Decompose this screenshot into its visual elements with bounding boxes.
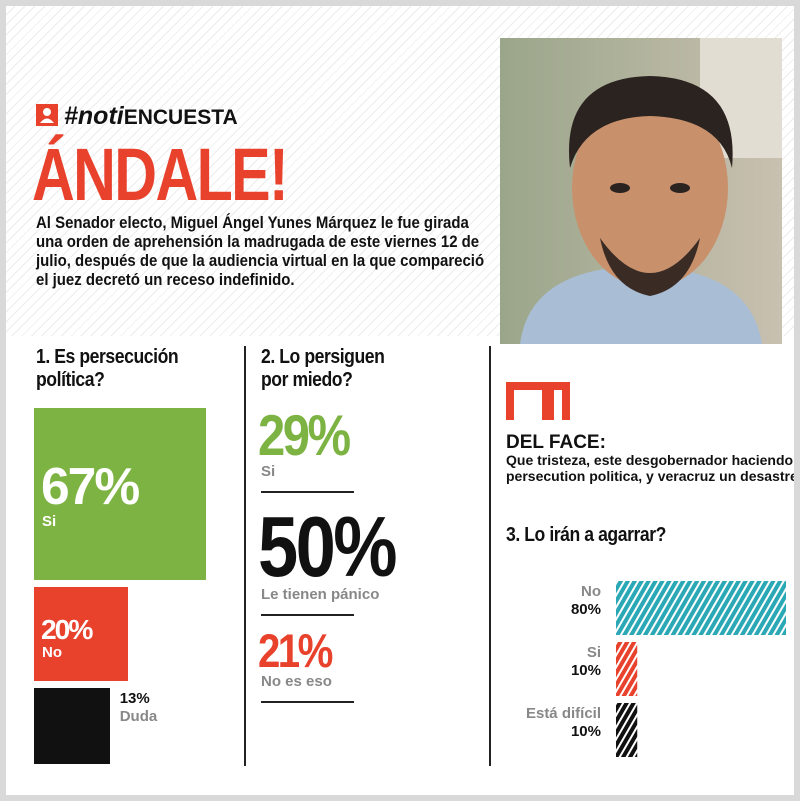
answer-percent: 29% [258, 404, 351, 468]
hashtag-suffix: ENCUESTA [123, 106, 238, 129]
answer-label: Si [42, 512, 57, 530]
user-icon [36, 104, 58, 126]
quote-heading: DEL FACE: [506, 432, 606, 453]
bar-chart [616, 581, 786, 757]
answer-percent: 20% [41, 613, 93, 646]
answer-label: No es eso [261, 672, 332, 690]
hashtag: #notiENCUESTA [64, 102, 238, 131]
divider [489, 346, 491, 766]
answer-percent: 21% [258, 624, 333, 678]
brand-logo [506, 382, 570, 420]
headline: ÁNDALE! [32, 133, 289, 216]
answer-square [34, 408, 206, 580]
bar-value: 10% [570, 723, 601, 740]
bar-label: No [581, 583, 601, 600]
question-title: 3. Lo irán a agarrar? [506, 524, 666, 546]
bar [616, 642, 638, 696]
answer-square [34, 586, 128, 681]
answer-percent: 50% [258, 499, 398, 595]
bar-label: Está difícil [525, 705, 601, 722]
hashtag-prefix: #noti [64, 102, 124, 130]
bar-label: Si [586, 644, 601, 661]
question-title: 2. Lo persiguen por miedo? [261, 346, 385, 391]
bar-value: 80% [570, 601, 601, 618]
answer-square [34, 687, 110, 764]
bar-value: 10% [570, 662, 601, 679]
answer-label: Si [261, 462, 276, 480]
intro-text: Al Senador electo, Miguel Ángel Yunes Má… [36, 213, 485, 289]
separator-rule [261, 490, 354, 493]
bar [616, 581, 786, 635]
answer-percent: 13% [119, 689, 150, 707]
separator-rule [261, 700, 354, 703]
answer-label: Duda [119, 707, 158, 725]
answer-percent: 67% [41, 457, 140, 516]
bar [616, 703, 638, 757]
question-title: 1. Es persecución política? [36, 346, 179, 391]
photo [500, 38, 782, 344]
answer-label: Le tienen pánico [261, 585, 380, 603]
answer-label: No [42, 644, 62, 662]
quote-text: Que tristeza, este desgobernador haciend… [506, 452, 800, 484]
separator-rule [261, 613, 354, 616]
divider [244, 346, 246, 766]
